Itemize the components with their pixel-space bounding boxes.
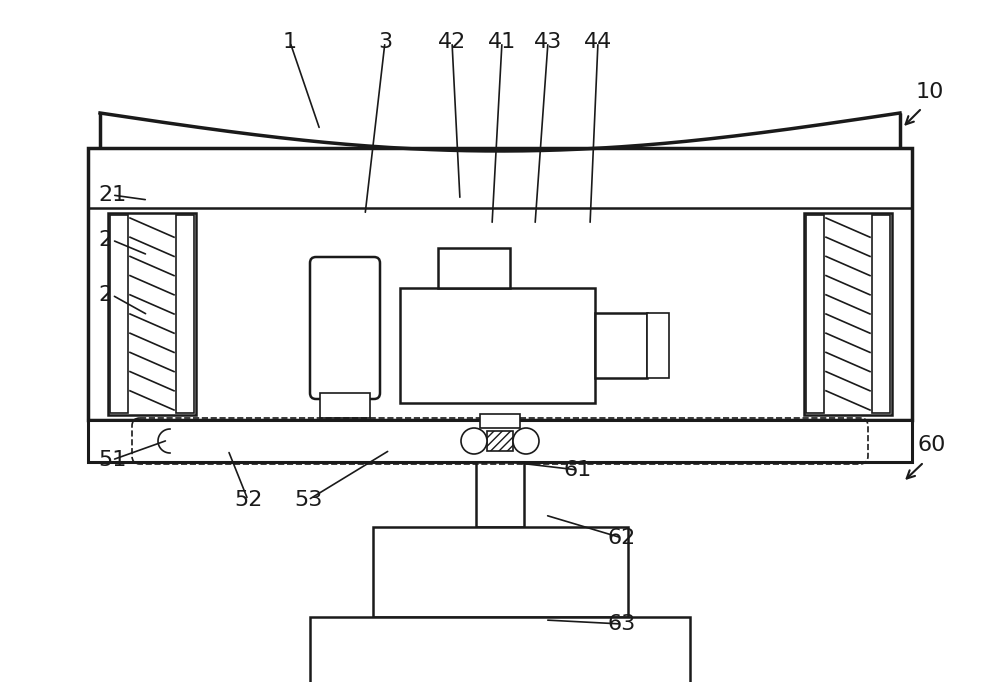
Text: 21: 21 [98, 185, 126, 205]
Text: 42: 42 [438, 32, 466, 52]
Bar [480, 414, 520, 428]
Bar [108, 213, 196, 415]
Bar [804, 213, 892, 415]
Text: 60: 60 [918, 435, 946, 455]
Text: 3: 3 [378, 32, 392, 52]
Bar [400, 288, 595, 403]
Circle shape [513, 428, 539, 454]
Text: 43: 43 [534, 32, 562, 52]
Text: 1: 1 [283, 32, 297, 52]
Bar [487, 431, 513, 451]
Text: 10: 10 [916, 82, 944, 102]
Bar [176, 215, 194, 413]
Text: 51: 51 [98, 450, 126, 470]
Bar [310, 617, 690, 682]
Circle shape [461, 428, 487, 454]
Text: 62: 62 [608, 528, 636, 548]
Text: 53: 53 [294, 490, 322, 510]
Bar [595, 313, 647, 378]
Text: 63: 63 [608, 614, 636, 634]
Bar [647, 313, 669, 378]
Bar [88, 148, 912, 420]
Text: 41: 41 [488, 32, 516, 52]
FancyBboxPatch shape [310, 257, 380, 399]
Text: 44: 44 [584, 32, 612, 52]
Bar [88, 420, 912, 462]
Bar [806, 215, 824, 413]
Text: 23: 23 [98, 285, 126, 305]
Bar [373, 527, 628, 617]
Bar [320, 393, 370, 418]
Bar [872, 215, 890, 413]
Bar [438, 248, 510, 288]
Text: 22: 22 [98, 230, 126, 250]
Bar [476, 462, 524, 527]
Bar [110, 215, 128, 413]
Text: 52: 52 [234, 490, 262, 510]
Text: 61: 61 [564, 460, 592, 480]
